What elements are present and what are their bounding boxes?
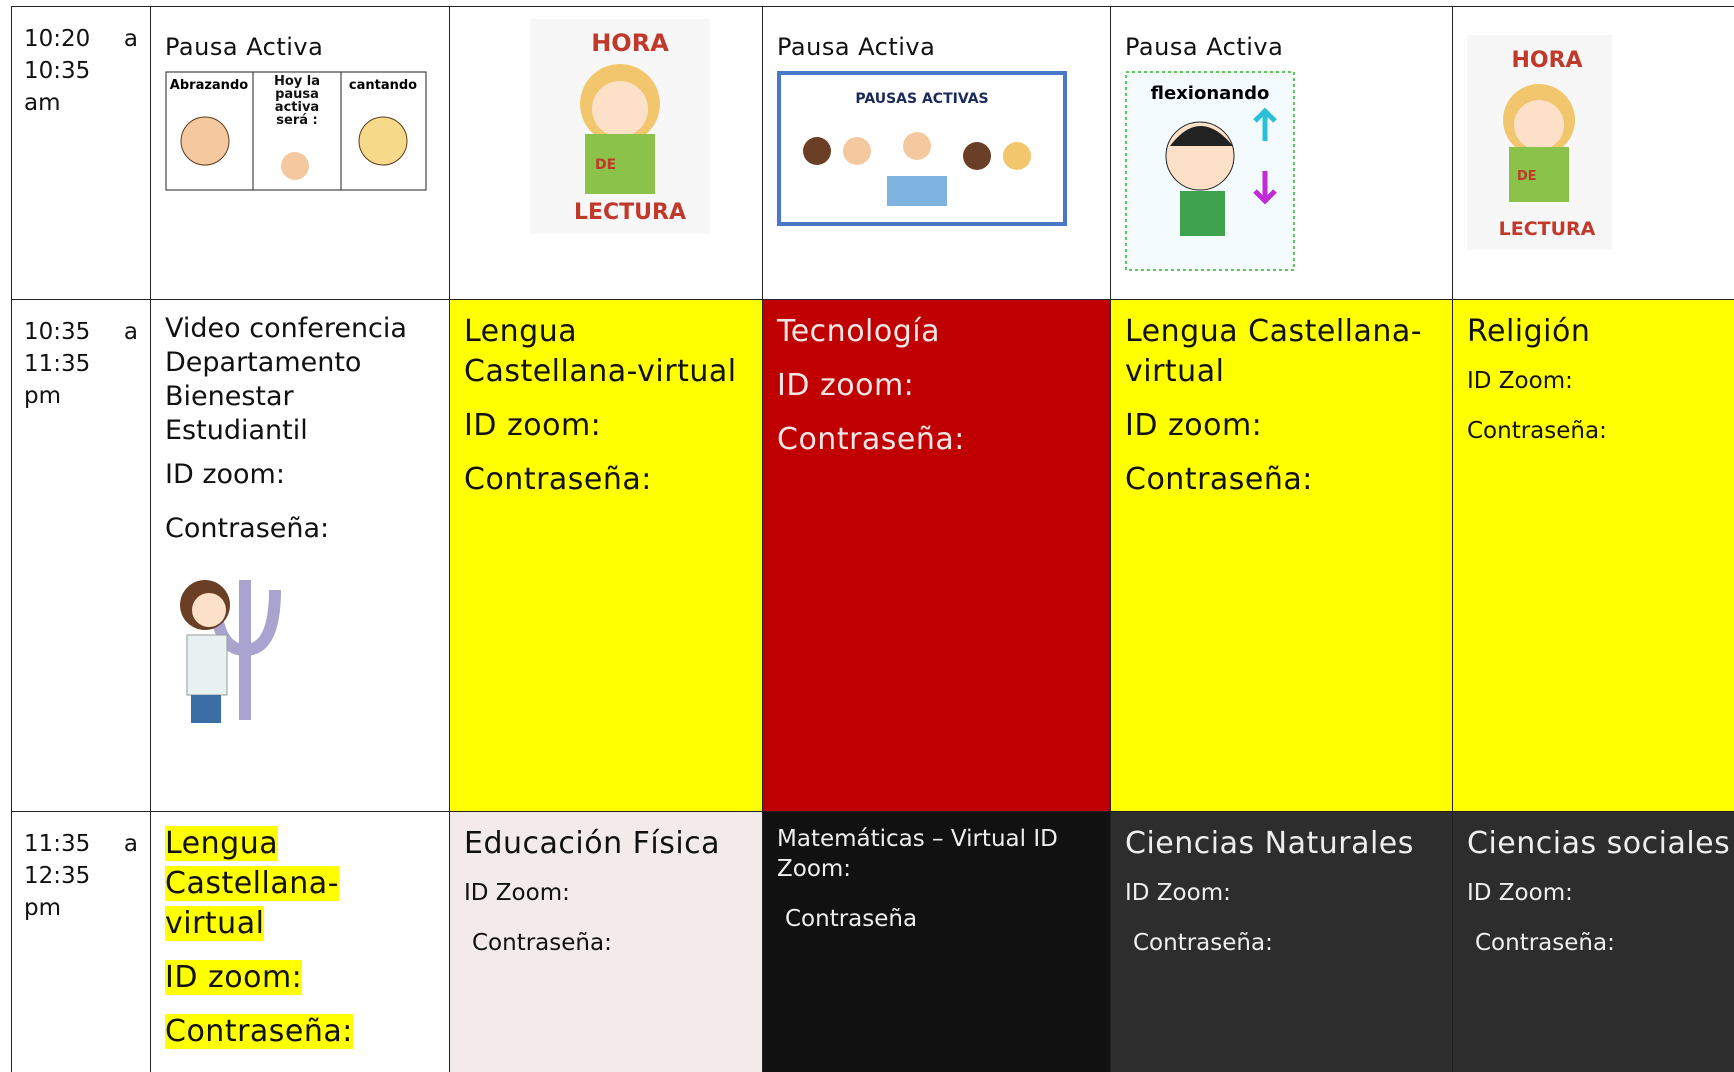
password: Contraseña: [777,422,965,457]
schedule-table: 10:20 a 10:35 am Pausa Activa Abrazando H… [11,6,1734,1072]
time: 11:35 [24,831,91,857]
time: a [123,319,138,345]
cell: Pausa Activa PAUSAS ACTIVAS [762,6,1111,300]
subject: Lengua Castellana-virtual [165,826,339,941]
image-text: cantando [349,78,417,93]
zoom-id: ID zoom: [1125,408,1263,443]
subject: Ciencias sociales [1467,826,1731,861]
subject: Tecnología [777,314,940,349]
cell: Lengua Castellana-virtual ID zoom: Contr… [449,299,763,812]
time: pm [24,895,62,921]
zoom-id: ID zoom: [165,459,285,490]
subject: Lengua Castellana-virtual [1125,314,1423,389]
image: HORA DE LECTURA [1467,35,1612,250]
time: a [123,831,138,857]
cell: HORA DE LECTURA [1452,6,1734,300]
password: Contraseña: [1133,930,1273,956]
zoom-id: ID Zoom: [1125,880,1231,906]
cell: Ciencias Naturales ID Zoom: Contraseña: [1110,811,1453,1072]
image-text: LECTURA [1499,218,1596,240]
image: PAUSAS ACTIVAS [777,71,1067,226]
image-text: LECTURA [574,200,686,225]
time: 10:35 [24,319,91,345]
cell: Pausa Activa Abrazando Hoy la pausa acti… [150,6,450,300]
password: Contraseña: [1475,930,1615,956]
subject: Religión [1467,314,1591,349]
label: Pausa Activa [777,33,936,61]
cell: Religión ID Zoom: Contraseña: [1452,299,1734,812]
image-text: Abrazando [170,78,248,93]
time-cell: 10:35 a 11:35 pm [11,299,151,812]
subject: Educación Física [464,826,721,861]
image-text: HORA [1511,48,1582,73]
subject: Ciencias Naturales [1125,826,1414,861]
cell: Lengua Castellana-virtual ID zoom: Contr… [1110,299,1453,812]
image-text: flexionando [1151,83,1270,104]
image [180,580,281,723]
password: Contraseña: [472,930,612,956]
password: Contraseña: [1467,418,1607,444]
zoom-id: ID zoom: [777,368,915,403]
time-cell: 11:35 a 12:35 pm [11,811,151,1072]
password: Contraseña: [464,462,652,497]
time: am [24,90,61,116]
cell: Video conferencia Departamento Bienestar… [150,299,450,812]
image-text: PAUSAS ACTIVAS [855,91,988,107]
image-text: DE [595,157,616,173]
password: Contraseña: [165,513,330,544]
cell: Ciencias sociales ID Zoom: Contraseña: [1452,811,1734,1072]
image: HORA DE LECTURA [530,19,710,234]
cell: Educación Física ID Zoom: Contraseña: [449,811,763,1072]
cell: Lengua Castellana-virtual ID zoom: Contr… [150,811,450,1072]
time: 10:35 [24,58,91,84]
label: Pausa Activa [1125,33,1284,61]
subject: Lengua Castellana-virtual [464,314,737,389]
image: flexionando [1125,71,1295,271]
image-text: HORA [591,29,669,57]
cell: Matemáticas – Virtual ID Zoom: Contraseñ… [762,811,1111,1072]
subject: Matemáticas – Virtual ID Zoom: [777,826,1058,882]
cell: Pausa Activa flexionando [1110,6,1453,300]
image: Abrazando Hoy la pausa activa será : can… [165,71,427,191]
password: Contraseña: [165,1014,353,1049]
row: 10:20 a 10:35 am Pausa Activa Abrazando H… [11,6,1734,300]
zoom-id: ID zoom: [165,960,303,995]
zoom-id: ID zoom: [464,408,602,443]
zoom-id: ID Zoom: [1467,368,1573,394]
row: 10:35 a 11:35 pm Video conferencia Depart… [11,299,1734,812]
row: 11:35 a 12:35 pm Lengua Castellana-virtua… [11,811,1734,1072]
label: Pausa Activa [165,33,324,61]
zoom-id: ID Zoom: [464,880,570,906]
time: pm [24,383,62,409]
zoom-id: ID Zoom: [1467,880,1573,906]
cell: HORA DE LECTURA [449,6,763,300]
image-text: DE [1517,169,1537,184]
time: 11:35 [24,351,91,377]
password: Contraseña [785,906,918,932]
password: Contraseña: [1125,462,1313,497]
time-cell: 10:20 a 10:35 am [11,6,151,300]
time: 12:35 [24,863,91,889]
image-text: Hoy la pausa activa será : [273,75,321,128]
subject: Video conferencia Departamento Bienestar… [165,313,407,446]
cell: Tecnología ID zoom: Contraseña: [762,299,1111,812]
time: 10:20 [24,26,91,52]
time: a [123,26,138,52]
